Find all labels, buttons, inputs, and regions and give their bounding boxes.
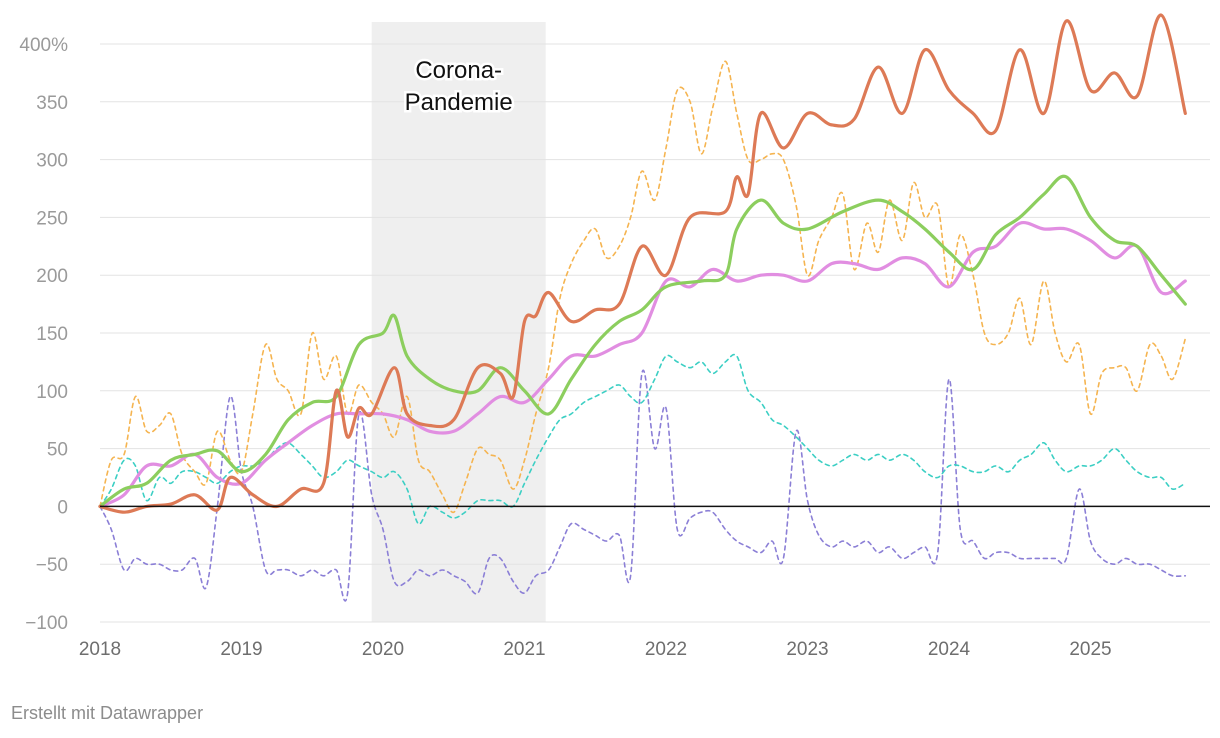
- series-line-green-solid: [98, 174, 1187, 508]
- credit-text: Erstellt mit Datawrapper: [11, 703, 204, 723]
- pandemic-label-line-2: Pandemie: [405, 89, 513, 116]
- y-tick-label: 350: [36, 93, 68, 114]
- y-tick-label: −100: [25, 613, 68, 634]
- series-line-pink-solid: [98, 220, 1187, 508]
- x-tick-label: 2020: [362, 639, 404, 660]
- series-line-yellow-dashed: [99, 60, 1187, 514]
- series-lines: [98, 13, 1187, 602]
- x-tick-label: 2018: [79, 639, 121, 660]
- y-tick-label: −50: [36, 555, 68, 576]
- x-tick-label: 2021: [503, 639, 545, 660]
- x-axis-ticks: 2018 2019 2020 2021 2022 2023 2024 2025: [79, 639, 1112, 660]
- gridlines: [100, 43, 1210, 623]
- y-tick-label: 100: [36, 382, 68, 403]
- y-tick-label: 250: [36, 208, 68, 229]
- series-line-teal-dashed: [99, 353, 1187, 525]
- x-tick-label: 2025: [1069, 639, 1111, 660]
- series-line-orange-solid: [98, 13, 1187, 514]
- x-tick-label: 2023: [786, 639, 828, 660]
- y-tick-label: 150: [36, 324, 68, 345]
- x-tick-label: 2022: [645, 639, 687, 660]
- y-tick-label: 300: [36, 151, 68, 172]
- x-tick-label: 2019: [220, 639, 262, 660]
- y-tick-label: 200: [36, 266, 68, 287]
- x-tick-label: 2024: [928, 639, 971, 660]
- pandemic-label-line-1: Corona-: [415, 57, 502, 84]
- pandemic-shaded-region: [371, 22, 546, 622]
- y-tick-label: 50: [47, 440, 68, 461]
- y-tick-label: 0: [57, 497, 68, 518]
- y-tick-label: 400%: [19, 35, 68, 56]
- series-line-purple-dashed: [99, 369, 1187, 602]
- y-axis-ticks: −100 −50 0 50 100 150 200 250 300 350 400%: [19, 35, 68, 634]
